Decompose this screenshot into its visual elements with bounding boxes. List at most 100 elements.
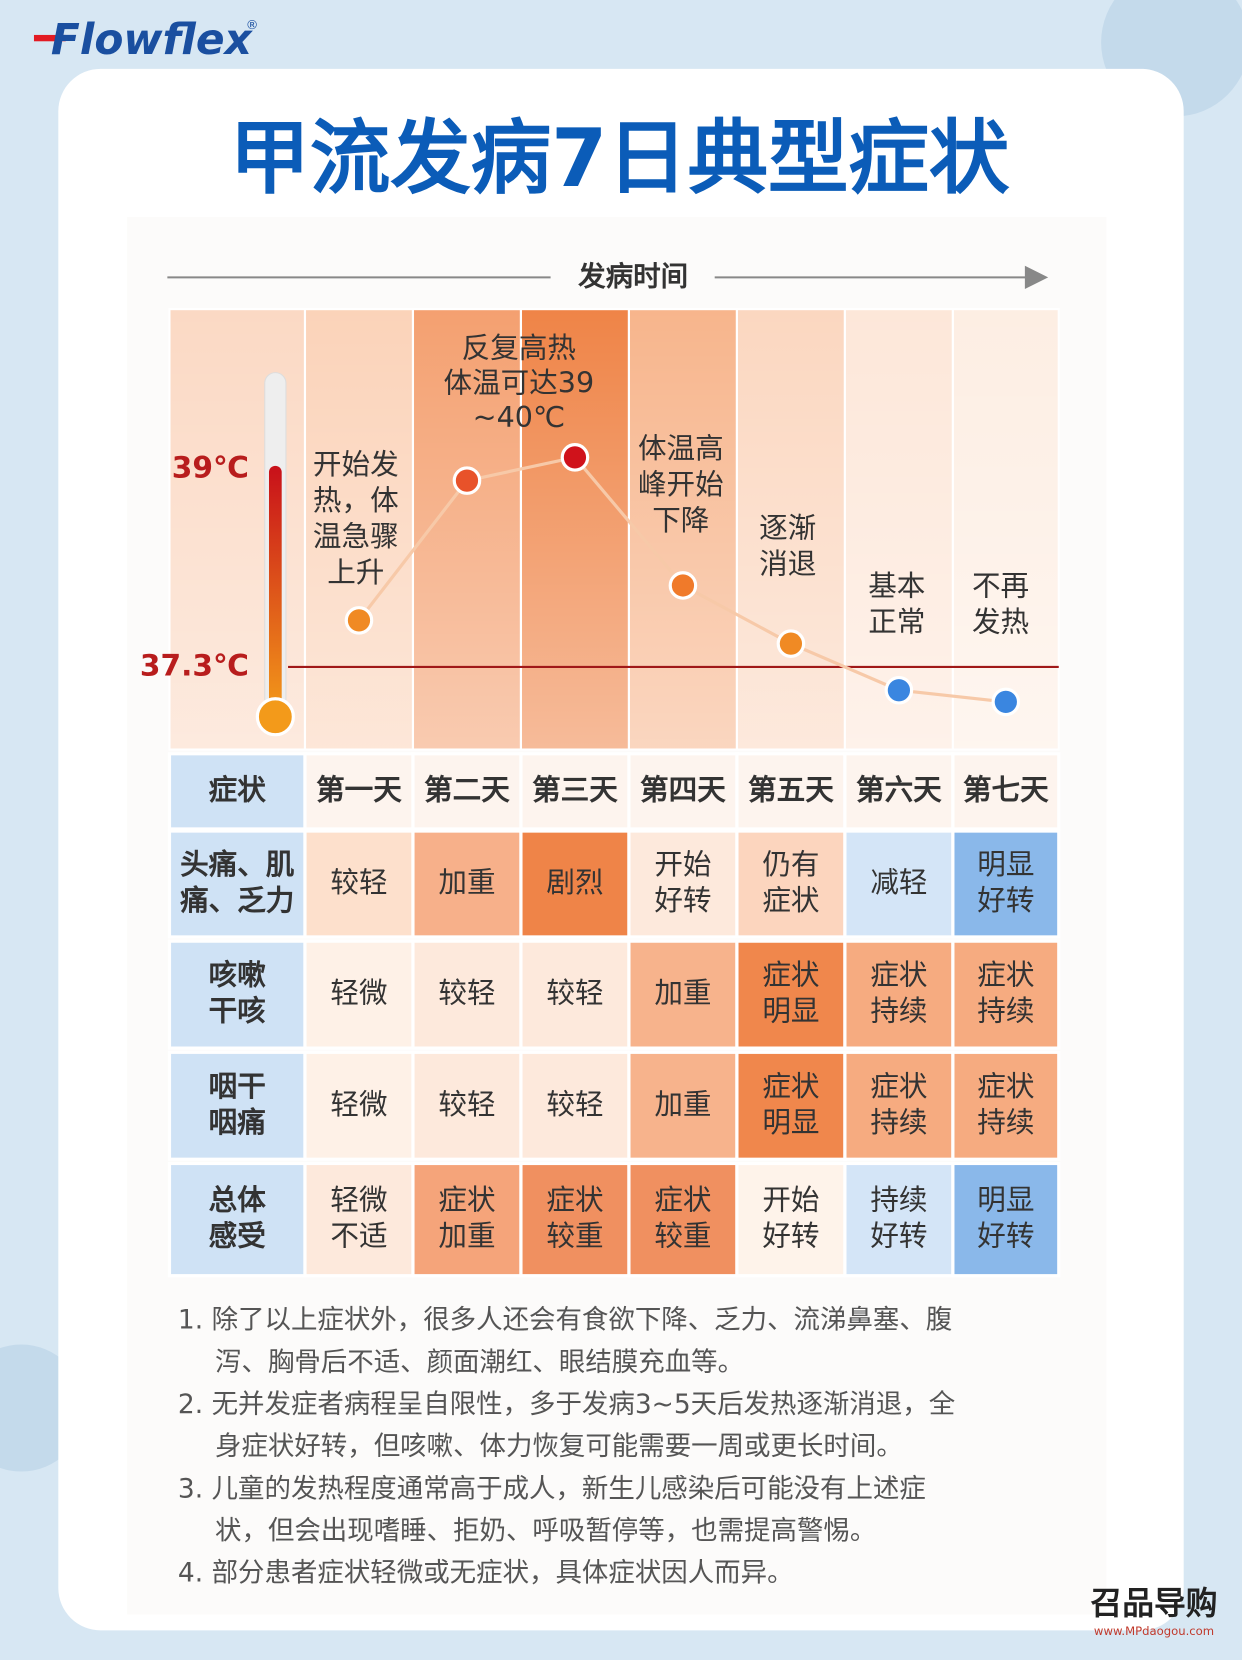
header-text: 第一天 [316,772,402,806]
cell-text: 症状 [654,1183,711,1217]
cell-text: 开始 [654,847,711,881]
temperature-dot [884,675,914,705]
cell-text: 剧烈 [546,865,603,899]
row-label: 咽干 [209,1069,266,1103]
cell-text: 较轻 [546,1087,603,1121]
temperature-dot [991,687,1021,717]
cell-text: 加重 [438,1219,495,1253]
cell [519,829,631,939]
cell-text: 较轻 [330,865,387,899]
cell-text: 不适 [330,1219,387,1253]
cell-text: 症状 [870,958,927,992]
cell [951,939,1061,1050]
note-line: 泻、胸骨后不适、颜面潮红、眼结膜充血等。 [215,1347,744,1378]
stage-description: 不再 [972,569,1029,603]
cell-text: 持续 [977,1105,1034,1139]
cell-text: 明显 [762,1105,819,1139]
cell-text: 好转 [870,1219,927,1253]
cell-text: 症状 [977,1069,1034,1103]
cell-text: 症状 [438,1183,495,1217]
temperature-dot [560,443,590,472]
cell [303,939,415,1050]
notes: 1. 除了以上症状外，很多人还会有食欲下降、乏力、流涕鼻塞、腹泻、胸骨后不适、颜… [178,1305,955,1589]
stage-description: 消退 [759,546,816,580]
header-cell [843,752,955,831]
row-label: 头痛、肌 [180,847,295,881]
cell [411,1161,523,1278]
cell [627,1161,739,1278]
cell-text: 仍有 [762,847,819,881]
stage-description: 逐渐 [759,510,816,544]
cell [303,1050,415,1161]
header-cell [951,752,1061,831]
stage-description: 温急骤 [313,519,399,553]
stage-description: 峰开始 [638,467,724,501]
cell-text: 明显 [977,1183,1034,1217]
header-text: 第三天 [532,772,618,806]
stage-description: 体温可达39 [443,365,594,399]
cell-text: 轻微 [330,1087,387,1121]
cell [411,1050,523,1161]
temperature-dot [776,629,806,658]
cell-text: 持续 [870,1105,927,1139]
cell-text: 症状 [762,1069,819,1103]
cell-text: 持续 [870,1183,927,1217]
cell [951,829,1061,939]
thermometer-fill [268,465,282,715]
cell-text: 持续 [870,994,927,1028]
stage-description: 开始发 [313,447,399,481]
row-label: 总体 [209,1183,267,1217]
cell-text: 症状 [977,958,1034,992]
stage-description: 反复高热 [462,330,576,364]
row-label: 咳嗽 [209,958,267,992]
cell-text: 轻微 [330,976,387,1010]
cell [411,829,523,939]
header-cell [167,752,307,831]
row-label: 干咳 [209,994,266,1028]
brand: Flowflex [51,15,254,64]
cell-text: 明显 [977,847,1034,881]
stage-description: 上升 [327,555,384,589]
header-text: 第二天 [424,772,510,806]
note-line: 2. 无并发症者病程呈自限性，多于发病3~5天后发热逐渐消退，全 [178,1389,955,1420]
header-text: 第五天 [748,772,834,806]
cell [843,1161,955,1278]
cell [627,939,739,1050]
temperature-dot [344,606,374,635]
cell-text: 症状 [762,958,819,992]
stage-description: 发热 [972,605,1029,639]
cell-text: 开始 [762,1183,819,1217]
row-label-cell [167,939,307,1050]
cell-text: 较轻 [438,1087,495,1121]
watermark-url: www.MPdaogou.com [1094,1624,1214,1638]
note-line: 4. 部分患者症状轻微或无症状，具体症状因人而异。 [178,1558,794,1589]
note-line: 身症状好转，但咳嗽、体力恢复可能需要一周或更长时间。 [215,1431,903,1462]
stage-description: 正常 [868,605,925,639]
brand-bar [33,34,66,42]
cell-text: 症状 [762,883,819,917]
row-label: 痛、乏力 [180,883,294,917]
temp-tick-label: 37.3℃ [140,647,249,682]
stage-description: 下降 [652,503,709,537]
temp-tick-label: 39℃ [172,449,249,484]
cell-text: 持续 [977,994,1034,1028]
brand-mark: ® [246,17,259,32]
note-line: 3. 儿童的发热程度通常高于成人，新生儿感染后可能没有上述症 [178,1473,926,1504]
cell-text: 好转 [654,883,711,917]
row-label-cell [167,829,307,939]
cell [843,829,955,939]
cell [519,939,631,1050]
header-cell [519,752,631,831]
note-line: 状，但会出现嗜睡、拒奶、呼吸暂停等，也需提高警惕。 [215,1515,876,1546]
cell [735,939,847,1050]
cell-text: 减轻 [870,865,927,899]
fade [169,309,1059,750]
arrowhead [1024,265,1049,290]
cell-text: 加重 [438,865,495,899]
cell-text: 轻微 [330,1183,387,1217]
cell [951,1050,1061,1161]
header-cell [735,752,847,831]
temperature-dot [668,571,698,600]
header-text: 第四天 [640,772,726,806]
